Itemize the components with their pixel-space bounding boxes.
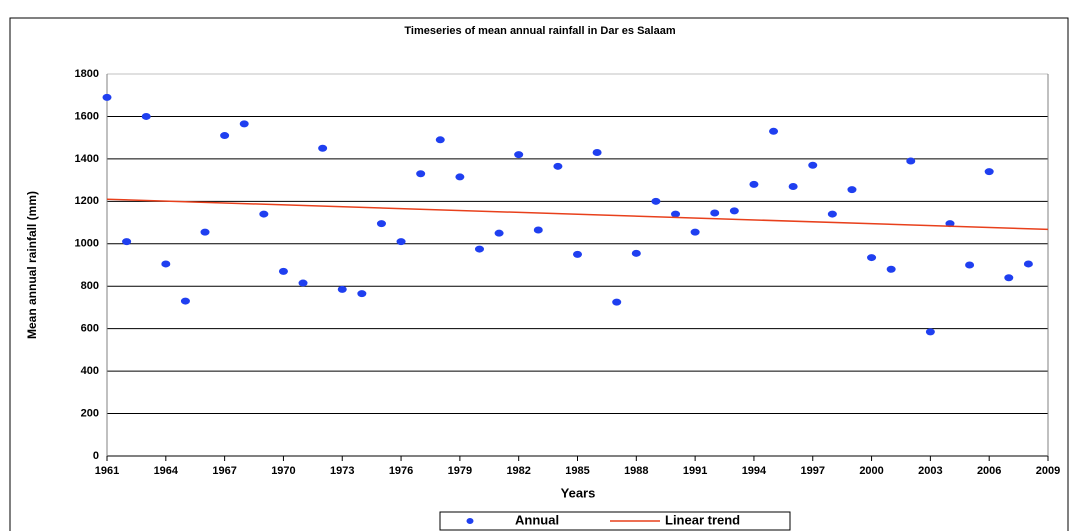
x-tick-label: 1979 (448, 465, 472, 477)
data-point (788, 182, 798, 190)
trend-line (106, 198, 1049, 231)
data-point (867, 254, 877, 262)
x-tick-label: 1985 (565, 465, 589, 477)
x-tick-label: 1967 (212, 465, 236, 477)
y-tick-label: 200 (81, 407, 99, 419)
data-point (1023, 260, 1033, 268)
data-point (984, 168, 994, 176)
data-point (278, 267, 288, 275)
data-point (612, 298, 622, 306)
data-point (396, 238, 406, 246)
y-tick-label: 800 (81, 280, 99, 292)
data-point (200, 228, 210, 236)
data-point (298, 279, 308, 287)
x-tick-label: 1994 (742, 465, 767, 477)
data-point (808, 161, 818, 169)
data-point (259, 210, 269, 218)
data-point (318, 144, 328, 152)
data-point (671, 210, 681, 218)
x-tick-label: 1988 (624, 465, 648, 477)
data-point (553, 162, 563, 170)
data-point (533, 226, 543, 234)
data-point (141, 112, 151, 120)
data-point (376, 220, 386, 228)
data-point (827, 210, 837, 218)
data-point (847, 186, 857, 194)
data-point (729, 207, 739, 215)
x-tick-label: 1991 (683, 465, 707, 477)
data-point (651, 197, 661, 205)
x-tick-label: 2009 (1036, 465, 1060, 477)
data-point (573, 250, 582, 258)
y-tick-label: 1800 (75, 68, 99, 80)
data-point (710, 209, 720, 217)
x-tick-label: 1976 (389, 465, 413, 477)
y-tick-label: 1200 (75, 195, 99, 207)
data-point (945, 220, 955, 228)
data-point (122, 238, 132, 246)
x-tick-label: 1961 (95, 465, 119, 477)
x-axis-label: Years (561, 485, 596, 500)
data-point (592, 149, 602, 157)
legend-label: Annual (515, 512, 559, 527)
y-tick-label: 1600 (75, 110, 99, 122)
y-axis-label: Mean annual rainfall (mm) (25, 191, 39, 339)
x-tick-label: 1997 (801, 465, 825, 477)
data-point (925, 328, 935, 336)
data-point (455, 173, 465, 181)
data-point (239, 120, 249, 128)
y-tick-label: 400 (81, 365, 99, 377)
data-point (1004, 274, 1014, 282)
data-point (161, 260, 171, 268)
data-point (514, 151, 524, 159)
data-point (631, 249, 641, 257)
data-point (769, 127, 779, 135)
data-point (180, 297, 190, 305)
data-point (416, 170, 426, 178)
x-tick-label: 2006 (977, 465, 1001, 477)
data-point (102, 93, 112, 101)
x-tick-label: 2000 (859, 465, 883, 477)
data-point (749, 180, 759, 188)
data-point (337, 285, 347, 293)
data-point (220, 132, 230, 140)
chart-border (9, 17, 1069, 531)
legend-symbol (466, 518, 474, 524)
data-point (886, 265, 896, 273)
data-point (494, 229, 504, 237)
y-tick-label: 1000 (75, 238, 99, 250)
x-tick-label: 2003 (918, 465, 942, 477)
data-point (357, 290, 367, 298)
data-point (965, 261, 975, 269)
data-point (474, 245, 484, 253)
x-tick-label: 1970 (271, 465, 295, 477)
y-tick-label: 1400 (75, 153, 99, 165)
x-tick-label: 1982 (506, 465, 530, 477)
legend-label: Linear trend (665, 512, 740, 527)
x-tick-label: 1964 (154, 465, 179, 477)
data-point (435, 136, 445, 144)
data-point (690, 228, 700, 236)
y-tick-label: 600 (81, 323, 99, 335)
data-point (906, 157, 916, 165)
x-tick-label: 1973 (330, 465, 354, 477)
chart-title: Timeseries of mean annual rainfall in Da… (404, 25, 675, 37)
y-tick-label: 0 (93, 450, 99, 462)
